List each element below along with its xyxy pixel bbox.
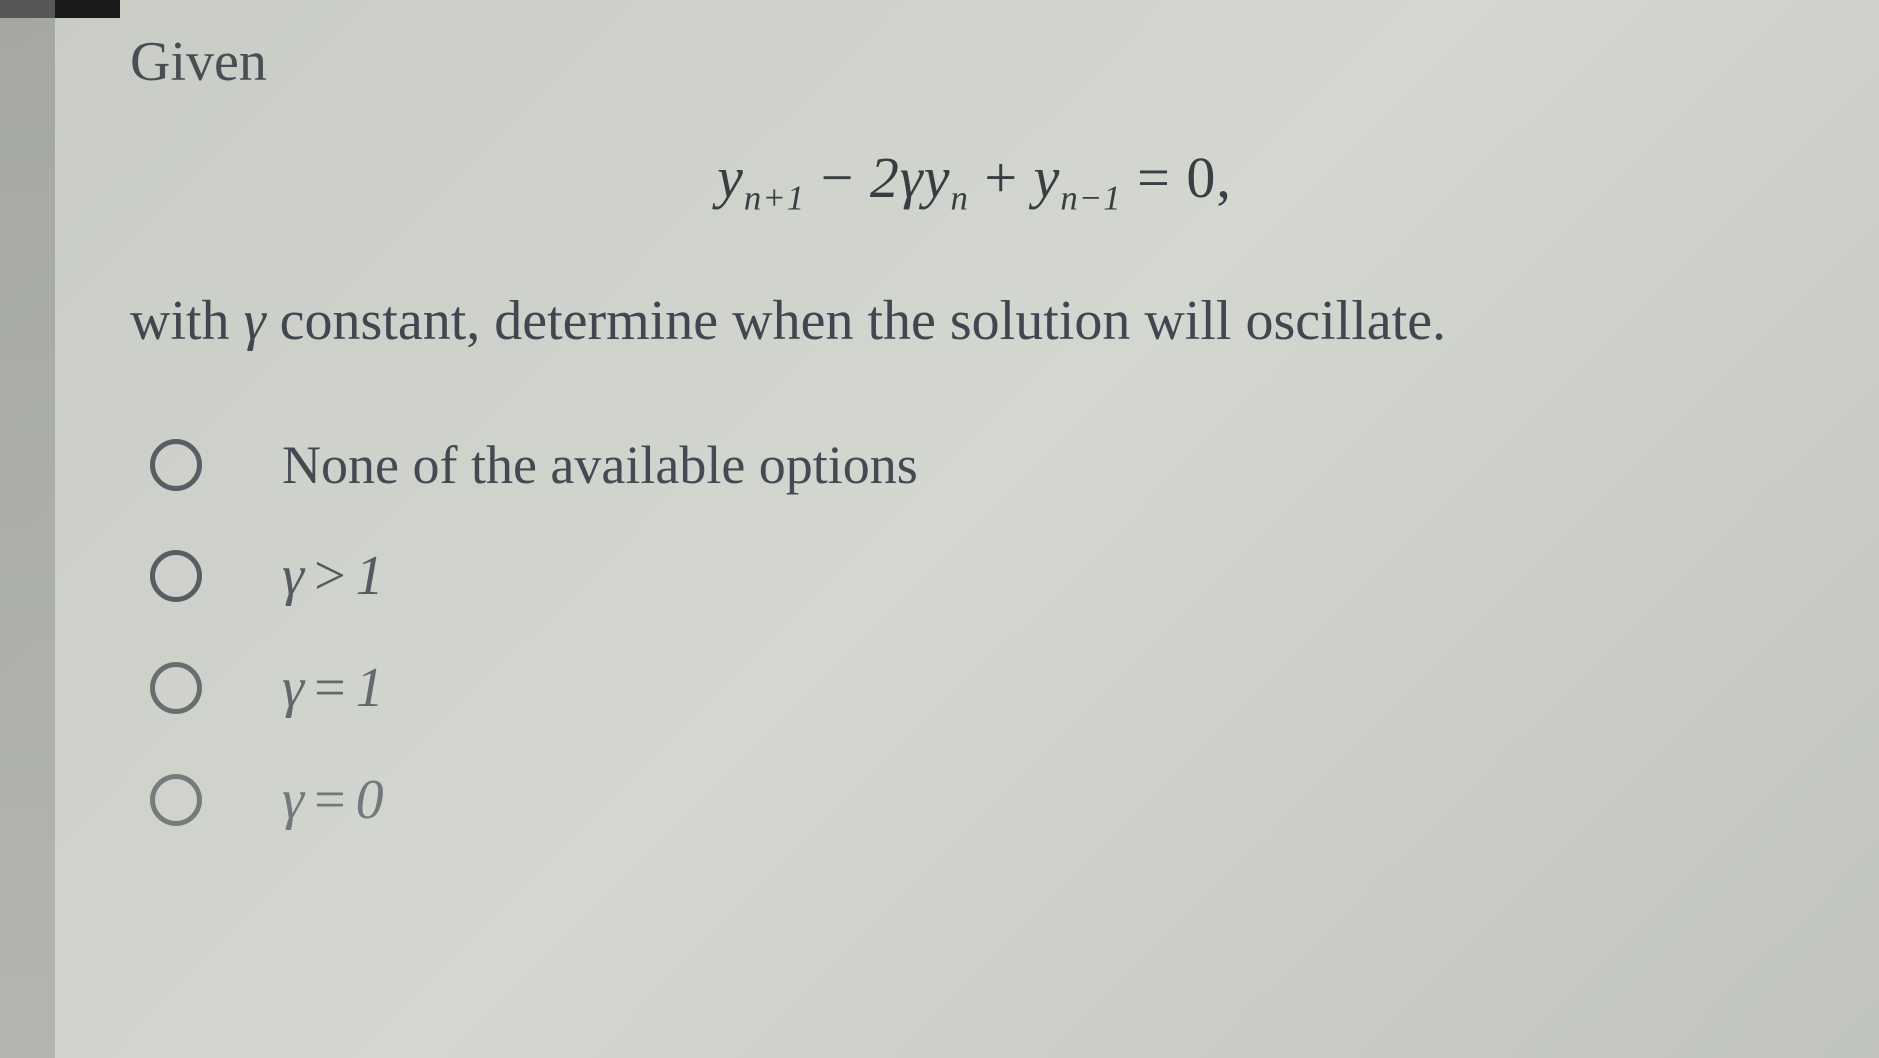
- question-prompt: with γ constant, determine when the solu…: [130, 284, 1819, 360]
- eq-minus: −: [821, 145, 855, 210]
- prompt-gamma: γ: [244, 290, 266, 352]
- left-margin-strip: [0, 0, 55, 1058]
- option-none[interactable]: None of the available options: [150, 434, 1819, 496]
- opt-rhs: 0: [356, 769, 384, 831]
- prompt-suffix: constant, determine when the solution wi…: [266, 290, 1446, 352]
- opt-op: >: [314, 545, 346, 607]
- option-label: γ>1: [282, 544, 384, 608]
- option-gamma-eq-0[interactable]: γ=0: [150, 768, 1819, 832]
- radio-icon[interactable]: [150, 662, 202, 714]
- question-block: Given yn+1 − 2γyn + yn−1 = 0, with γ con…: [130, 30, 1819, 880]
- opt-op: =: [314, 657, 346, 719]
- eq-coef2: 2: [870, 145, 900, 210]
- opt-gamma: γ: [282, 545, 304, 607]
- opt-op: =: [314, 769, 346, 831]
- option-label: None of the available options: [282, 434, 918, 496]
- radio-icon[interactable]: [150, 774, 202, 826]
- eq-equals: =: [1137, 145, 1171, 210]
- opt-rhs: 1: [356, 657, 384, 719]
- eq-sub-nminus1: n−1: [1060, 179, 1121, 218]
- radio-icon[interactable]: [150, 550, 202, 602]
- option-gamma-gt-1[interactable]: γ>1: [150, 544, 1819, 608]
- opt-rhs: 1: [356, 545, 384, 607]
- option-gamma-eq-1[interactable]: γ=1: [150, 656, 1819, 720]
- option-label: γ=1: [282, 656, 384, 720]
- eq-y3: y: [1034, 145, 1061, 210]
- given-label: Given: [130, 30, 1819, 94]
- eq-plus: +: [984, 145, 1018, 210]
- opt-gamma: γ: [282, 657, 304, 719]
- eq-sub-nplus1: n+1: [744, 179, 805, 218]
- eq-zero: 0,: [1186, 145, 1232, 210]
- option-label: γ=0: [282, 768, 384, 832]
- recurrence-equation: yn+1 − 2γyn + yn−1 = 0,: [130, 144, 1819, 219]
- options-group: None of the available options γ>1 γ=1 γ=…: [150, 434, 1819, 832]
- eq-sub-n: n: [950, 179, 968, 218]
- eq-gamma: γ: [900, 145, 924, 210]
- eq-y2: y: [924, 145, 951, 210]
- radio-icon[interactable]: [150, 439, 202, 491]
- prompt-prefix: with: [130, 290, 244, 352]
- eq-y1: y: [717, 145, 744, 210]
- opt-gamma: γ: [282, 769, 304, 831]
